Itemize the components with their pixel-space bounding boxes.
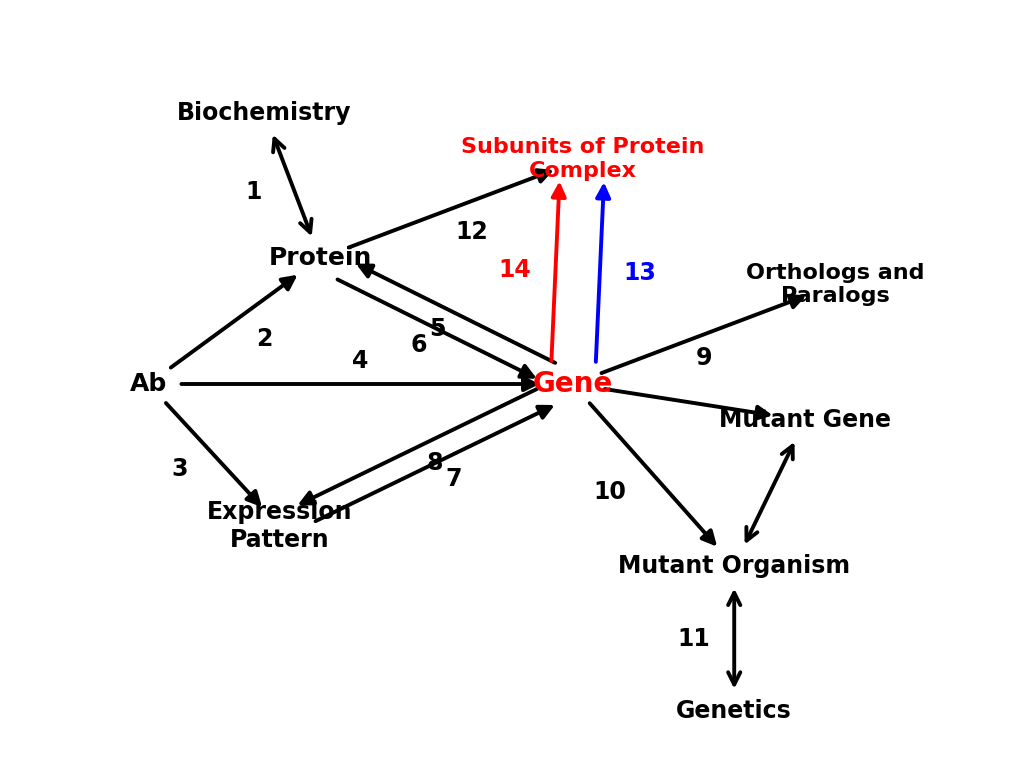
- Text: 13: 13: [624, 261, 656, 285]
- Text: 2: 2: [256, 327, 272, 351]
- Text: Genetics: Genetics: [676, 700, 793, 723]
- Text: Gene: Gene: [532, 370, 612, 398]
- Text: 10: 10: [593, 479, 627, 504]
- Text: Expression
Pattern: Expression Pattern: [207, 500, 352, 552]
- Text: 8: 8: [427, 451, 443, 475]
- Text: Mutant Gene: Mutant Gene: [719, 409, 891, 432]
- Text: 6: 6: [411, 333, 427, 357]
- Text: 4: 4: [352, 349, 369, 372]
- Text: 14: 14: [499, 258, 531, 283]
- Text: 11: 11: [678, 627, 711, 650]
- Text: 9: 9: [695, 346, 712, 369]
- Text: Protein: Protein: [268, 247, 372, 270]
- Text: Subunits of Protein
Complex: Subunits of Protein Complex: [461, 137, 705, 180]
- Text: 3: 3: [171, 457, 187, 481]
- Text: Orthologs and
Paralogs: Orthologs and Paralogs: [746, 263, 925, 306]
- Text: 7: 7: [445, 467, 462, 491]
- Text: Biochemistry: Biochemistry: [177, 101, 352, 124]
- Text: 12: 12: [456, 220, 488, 243]
- Text: Mutant Organism: Mutant Organism: [618, 554, 850, 578]
- Text: 1: 1: [245, 180, 261, 204]
- Text: Ab: Ab: [130, 372, 167, 396]
- Text: 5: 5: [429, 317, 445, 341]
